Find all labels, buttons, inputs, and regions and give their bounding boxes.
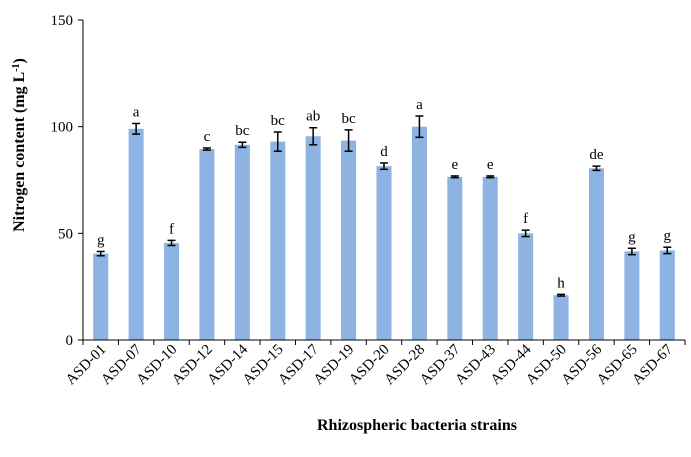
y-axis-title: Nitrogen content (mg L-1) <box>11 58 28 232</box>
bar <box>305 136 321 340</box>
bar <box>164 242 180 340</box>
significance-label: bc <box>342 111 357 127</box>
error-bar <box>450 175 459 179</box>
error-bar <box>132 122 141 135</box>
bar <box>518 233 534 340</box>
bar <box>624 251 640 340</box>
bar <box>553 295 569 340</box>
x-axis-title: Rhizospheric bacteria strains <box>317 417 517 434</box>
y-axis: 0 50 100 150 <box>51 13 84 349</box>
error-bar <box>309 126 318 146</box>
error-bar <box>273 131 282 152</box>
significance-label: bc <box>235 123 250 139</box>
error-bar <box>557 293 566 297</box>
significance-label: g <box>628 229 636 245</box>
y-tick-label: 0 <box>66 333 74 349</box>
bar <box>234 144 250 340</box>
y-tick-label: 100 <box>51 120 74 136</box>
bar <box>341 140 357 340</box>
bar <box>199 149 215 340</box>
bar <box>128 128 144 340</box>
error-bar <box>167 239 176 247</box>
error-bar <box>415 115 424 139</box>
error-bar <box>380 162 388 171</box>
bar <box>447 176 463 340</box>
x-axis: ASD-01ASD-07ASD-10ASD-12ASD-14ASD-15ASD-… <box>63 339 686 388</box>
bar <box>588 168 604 340</box>
significance-label: a <box>133 104 140 120</box>
error-bar <box>627 247 636 256</box>
bar <box>659 250 675 340</box>
x-tick-label: ASD-67 <box>629 341 676 388</box>
significance-label: ab <box>306 109 320 125</box>
significance-label: g <box>97 232 105 248</box>
y-tick-label: 50 <box>58 226 73 242</box>
significance-label: f <box>169 221 174 237</box>
bar <box>93 253 109 340</box>
significance-label: e <box>487 157 494 173</box>
error-bar <box>202 147 211 151</box>
bars: g a f c bc bc ab bc d a e e f h de g g <box>93 97 675 341</box>
significance-label: d <box>380 144 388 160</box>
y-tick-label: 150 <box>51 13 74 29</box>
significance-label: a <box>416 97 423 113</box>
error-bar <box>344 129 353 152</box>
significance-label: g <box>664 228 672 244</box>
error-bar <box>486 175 495 179</box>
significance-label: h <box>557 275 565 291</box>
significance-label: de <box>589 147 604 163</box>
error-bar <box>521 229 530 238</box>
significance-label: f <box>523 211 528 227</box>
significance-label: bc <box>271 113 286 129</box>
error-bar <box>96 250 105 257</box>
significance-label: c <box>204 129 211 145</box>
error-bar <box>663 246 672 255</box>
error-bar <box>238 141 247 149</box>
error-bar <box>592 165 601 172</box>
bar <box>411 126 427 341</box>
bar <box>482 176 498 340</box>
bar <box>270 141 286 340</box>
significance-label: e <box>451 157 458 173</box>
bar <box>376 166 392 340</box>
